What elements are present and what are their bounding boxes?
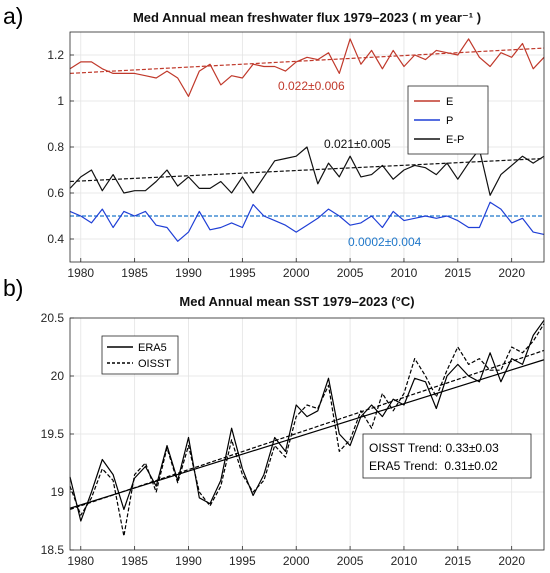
- panel-a-legend: E P E-P: [407, 85, 489, 155]
- annotation-era5-trend: ERA5 Trend: 0.31±0.02: [369, 459, 498, 473]
- x-tick-label: 1980: [67, 266, 94, 280]
- y-tick-label: 20: [51, 369, 65, 383]
- panel-b-title: Med Annual mean SST 1979–2023 (°C): [179, 294, 414, 309]
- panel-a-title: Med Annual mean freshwater flux 1979–202…: [133, 10, 481, 25]
- annotation-oisst-trend: OISST Trend: 0.33±0.03: [369, 441, 499, 455]
- legend-box: [101, 335, 179, 375]
- trend-label-e: 0.022±0.006: [278, 79, 345, 93]
- trend-annotation-box: OISST Trend: 0.33±0.03 ERA5 Trend: 0.31±…: [362, 433, 532, 479]
- trend-line-e-p: [69, 157, 545, 183]
- series-line-e-p: [69, 146, 545, 196]
- x-tick-label: 2005: [337, 554, 364, 568]
- panel-a-label: a): [3, 3, 23, 29]
- panel-b-trend-lines: [69, 349, 545, 510]
- y-tick-label: 1: [57, 94, 64, 108]
- y-tick-label: 0.6: [47, 186, 64, 200]
- legend-label-oisst: OISST: [138, 358, 171, 370]
- y-tick-label: 19.5: [41, 427, 65, 441]
- x-tick-label: 2000: [283, 554, 310, 568]
- y-tick-label: 18.5: [41, 543, 65, 557]
- y-tick-label: 0.8: [47, 140, 64, 154]
- x-tick-label: 2020: [498, 266, 525, 280]
- x-tick-label: 2005: [337, 266, 364, 280]
- panel-a-axes-box: [69, 31, 545, 263]
- x-tick-label: 1995: [229, 554, 256, 568]
- legend-label-e-minus-p: E-P: [446, 134, 464, 146]
- x-tick-label: 1985: [121, 266, 148, 280]
- series-line-p: [69, 201, 545, 242]
- x-tick-label: 2015: [444, 554, 471, 568]
- panel-b-chart: b) Med Annual mean SST 1979–2023 (°C) 19…: [3, 275, 545, 568]
- y-tick-label: 20.5: [41, 311, 65, 325]
- trend-line-oisst: [69, 349, 545, 510]
- panel-b-tick-labels: 1980 1985 1990 1995 2000 2005 2010 2015 2020 18.5…: [41, 311, 526, 568]
- trend-label-p: 0.0002±0.004: [348, 235, 422, 249]
- legend-label-era5: ERA5: [138, 342, 167, 354]
- trend-line-era5: [69, 359, 545, 509]
- panel-b-legend: ERA5 OISST: [101, 335, 179, 375]
- x-tick-label: 2020: [498, 554, 525, 568]
- panel-b-axes-box: [69, 317, 545, 551]
- legend-label-p: P: [446, 115, 453, 127]
- panel-a-tick-labels: 1980 1985 1990 1995 2000 2005 2010 2015 2020 0.4 0…: [47, 48, 525, 280]
- x-tick-label: 2010: [391, 554, 418, 568]
- x-tick-label: 2000: [283, 266, 310, 280]
- y-tick-label: 1.2: [47, 48, 64, 62]
- panel-b-series: [69, 319, 545, 537]
- x-tick-label: 2015: [444, 266, 471, 280]
- x-tick-label: 1990: [175, 554, 202, 568]
- x-tick-label: 1980: [67, 554, 94, 568]
- x-tick-label: 2010: [391, 266, 418, 280]
- panel-a-chart: a) Med Annual mean freshwater flux 1979–…: [3, 3, 545, 280]
- y-tick-label: 0.4: [47, 232, 64, 246]
- x-tick-label: 1995: [229, 266, 256, 280]
- annotation-box-frame: [362, 433, 532, 479]
- trend-line-e: [69, 47, 545, 74]
- panel-b-label: b): [3, 275, 23, 301]
- panel-a-series: [69, 38, 545, 242]
- legend-label-e: E: [446, 96, 453, 108]
- y-tick-label: 19: [51, 485, 65, 499]
- trend-label-e-minus-p: 0.021±0.005: [324, 137, 391, 151]
- x-tick-label: 1985: [121, 554, 148, 568]
- series-line-e: [69, 38, 545, 98]
- x-tick-label: 1990: [175, 266, 202, 280]
- series-line-oisst: [69, 323, 545, 537]
